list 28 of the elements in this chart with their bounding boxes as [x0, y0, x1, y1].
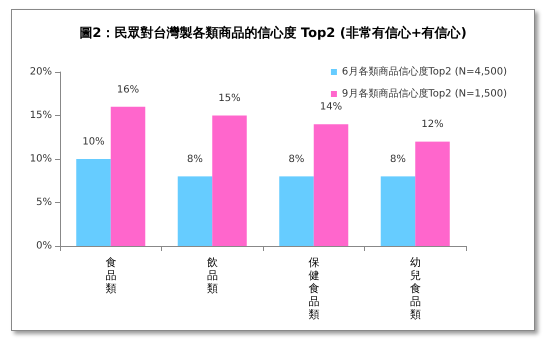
- bar: [279, 176, 314, 246]
- y-tick-label: 0%: [36, 240, 52, 252]
- bar: [110, 106, 146, 246]
- data-label: 15%: [218, 93, 241, 104]
- y-tick-label: 15%: [30, 110, 52, 121]
- bar: [178, 176, 212, 246]
- legend-label: 6月各類商品信心度Top2 (N=4,500): [342, 66, 508, 78]
- bar: [415, 142, 450, 246]
- bar: [380, 176, 416, 246]
- y-tick-label: 5%: [36, 197, 52, 208]
- x-tick-label: 食品類: [105, 256, 116, 295]
- data-label: 8%: [288, 154, 304, 165]
- data-label: 12%: [421, 119, 444, 130]
- data-label: 8%: [390, 154, 406, 165]
- x-tick-label: 飲品類: [206, 256, 218, 295]
- data-label: 8%: [187, 154, 203, 165]
- bar: [212, 116, 247, 246]
- chart-title: 圖2：民眾對台灣製各類商品的信心度 Top2 (非常有信心+有信心): [79, 25, 467, 41]
- y-tick-label: 10%: [30, 154, 52, 164]
- bar: [314, 124, 348, 246]
- y-tick-label: 20%: [30, 66, 52, 78]
- data-label: 16%: [116, 84, 140, 96]
- x-tick-label: 保健食品類: [308, 256, 320, 321]
- data-label: 10%: [82, 136, 105, 148]
- data-label: 14%: [320, 102, 342, 113]
- legend-label: 9月各類商品信心度Top2 (N=1,500): [342, 88, 508, 100]
- x-tick-label: 幼兒食品類: [410, 256, 421, 321]
- bar: [76, 159, 111, 246]
